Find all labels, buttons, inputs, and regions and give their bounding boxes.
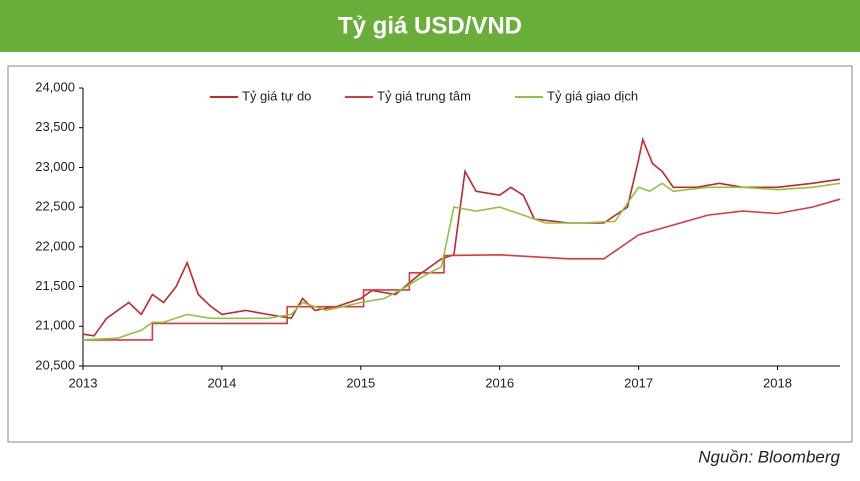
x-tick-label: 2013 [69, 375, 98, 390]
y-tick-label: 24,000 [35, 79, 75, 94]
chart-title: Tỷ giá USD/VND [338, 12, 522, 39]
y-tick-label: 22,000 [35, 238, 75, 253]
frame [7, 65, 853, 443]
y-tick-label: 23,000 [35, 159, 75, 174]
legend-label: Tỷ giá tự do [242, 88, 311, 103]
x-tick-label: 2018 [763, 375, 792, 390]
source: Nguồn: Bloomberg [698, 447, 840, 466]
y-tick-label: 23,500 [35, 119, 75, 134]
series-line [82, 182, 841, 341]
y-tick-label: 21,000 [35, 318, 75, 333]
x-tick-label: 2017 [624, 375, 653, 390]
y-tick-label: 21,500 [35, 278, 75, 293]
x-tick-label: 2015 [346, 375, 375, 390]
series-line [82, 136, 841, 337]
x-tick-label: 2014 [207, 375, 236, 390]
series-line [83, 198, 841, 341]
y-tick-label: 20,500 [35, 357, 75, 372]
legend-label: Tỷ giá giao dịch [547, 88, 638, 103]
y-tick-label: 22,500 [35, 199, 75, 214]
x-tick-label: 2016 [485, 375, 514, 390]
header-bar [0, 0, 860, 52]
legend-label: Tỷ giá trung tâm [377, 88, 471, 103]
